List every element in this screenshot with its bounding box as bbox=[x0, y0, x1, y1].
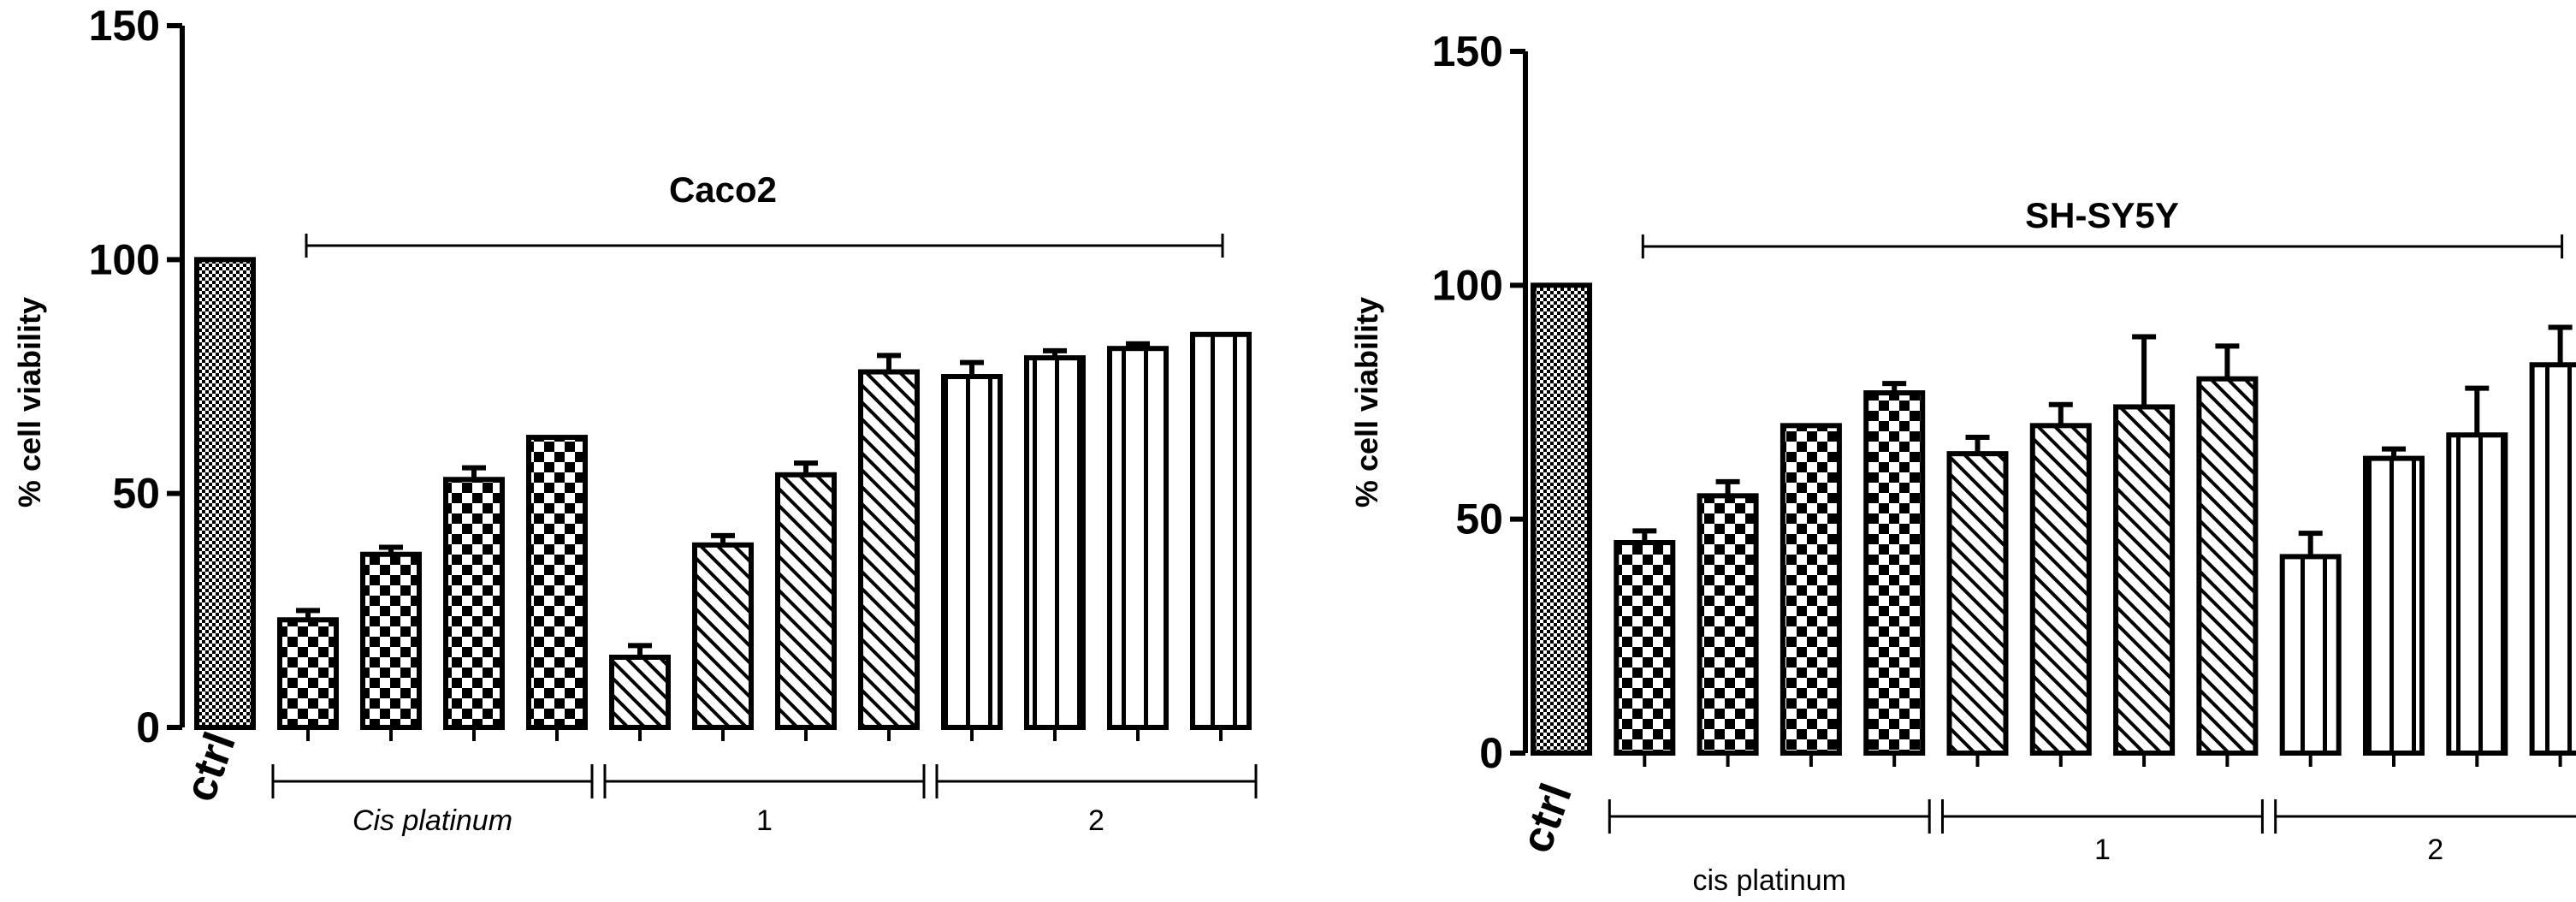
bar bbox=[2196, 376, 2259, 756]
bar bbox=[443, 477, 505, 730]
bar bbox=[194, 257, 256, 731]
y-axis-label: % cell viability bbox=[1349, 297, 1384, 507]
bar bbox=[2029, 423, 2092, 756]
y-tick-label: 100 bbox=[89, 235, 160, 283]
group-label: Cis platinum bbox=[352, 804, 512, 837]
bar bbox=[1697, 493, 1759, 756]
group-label: 1 bbox=[756, 804, 773, 837]
bar bbox=[1946, 451, 2009, 757]
y-tick-label: 150 bbox=[89, 2, 160, 50]
bar bbox=[775, 472, 837, 730]
bar bbox=[941, 374, 1003, 730]
bar bbox=[1190, 331, 1252, 730]
group-label: cis platinum bbox=[1692, 864, 1846, 897]
bar bbox=[2279, 554, 2342, 757]
bar bbox=[526, 435, 588, 730]
y-tick-label: 50 bbox=[112, 470, 160, 518]
bar bbox=[1107, 346, 1169, 730]
bar bbox=[2446, 432, 2508, 756]
bar bbox=[2363, 455, 2425, 756]
chart-title: Caco2 bbox=[669, 169, 777, 210]
group-label: 2 bbox=[2427, 834, 2443, 866]
bar bbox=[277, 617, 339, 730]
y-tick-label: 100 bbox=[1432, 261, 1503, 309]
bar bbox=[692, 542, 754, 730]
chart-title: SH-SY5Y bbox=[2025, 195, 2179, 235]
bar bbox=[609, 655, 671, 730]
bar bbox=[2529, 362, 2576, 756]
bar bbox=[1780, 423, 1842, 756]
bar bbox=[1531, 282, 1592, 757]
chart-panel-caco2: Caco2 % cell viability ctrl 0 50 100 150 Cis… bbox=[12, 2, 1258, 837]
group-label: 1 bbox=[2094, 834, 2111, 866]
bar bbox=[1614, 540, 1676, 756]
y-tick-label: 0 bbox=[136, 703, 160, 751]
bar bbox=[1024, 355, 1086, 730]
y-tick-label: 150 bbox=[1432, 27, 1503, 75]
chart-panel-sh-sy5y: SH-SY5Y % cell viability ctrl 0 50 100 150 c… bbox=[1349, 27, 2576, 897]
y-axis-label: % cell viability bbox=[12, 297, 47, 507]
bar bbox=[2113, 404, 2176, 756]
y-tick-label: 0 bbox=[1479, 729, 1503, 777]
x-tick-label-ctrl: ctrl bbox=[1512, 777, 1582, 859]
x-tick-label-ctrl: ctrl bbox=[175, 726, 246, 808]
bar bbox=[858, 369, 920, 730]
bar bbox=[1863, 390, 1926, 756]
bar bbox=[360, 551, 422, 730]
y-tick-label: 50 bbox=[1455, 496, 1503, 543]
group-label: 2 bbox=[1088, 804, 1104, 837]
